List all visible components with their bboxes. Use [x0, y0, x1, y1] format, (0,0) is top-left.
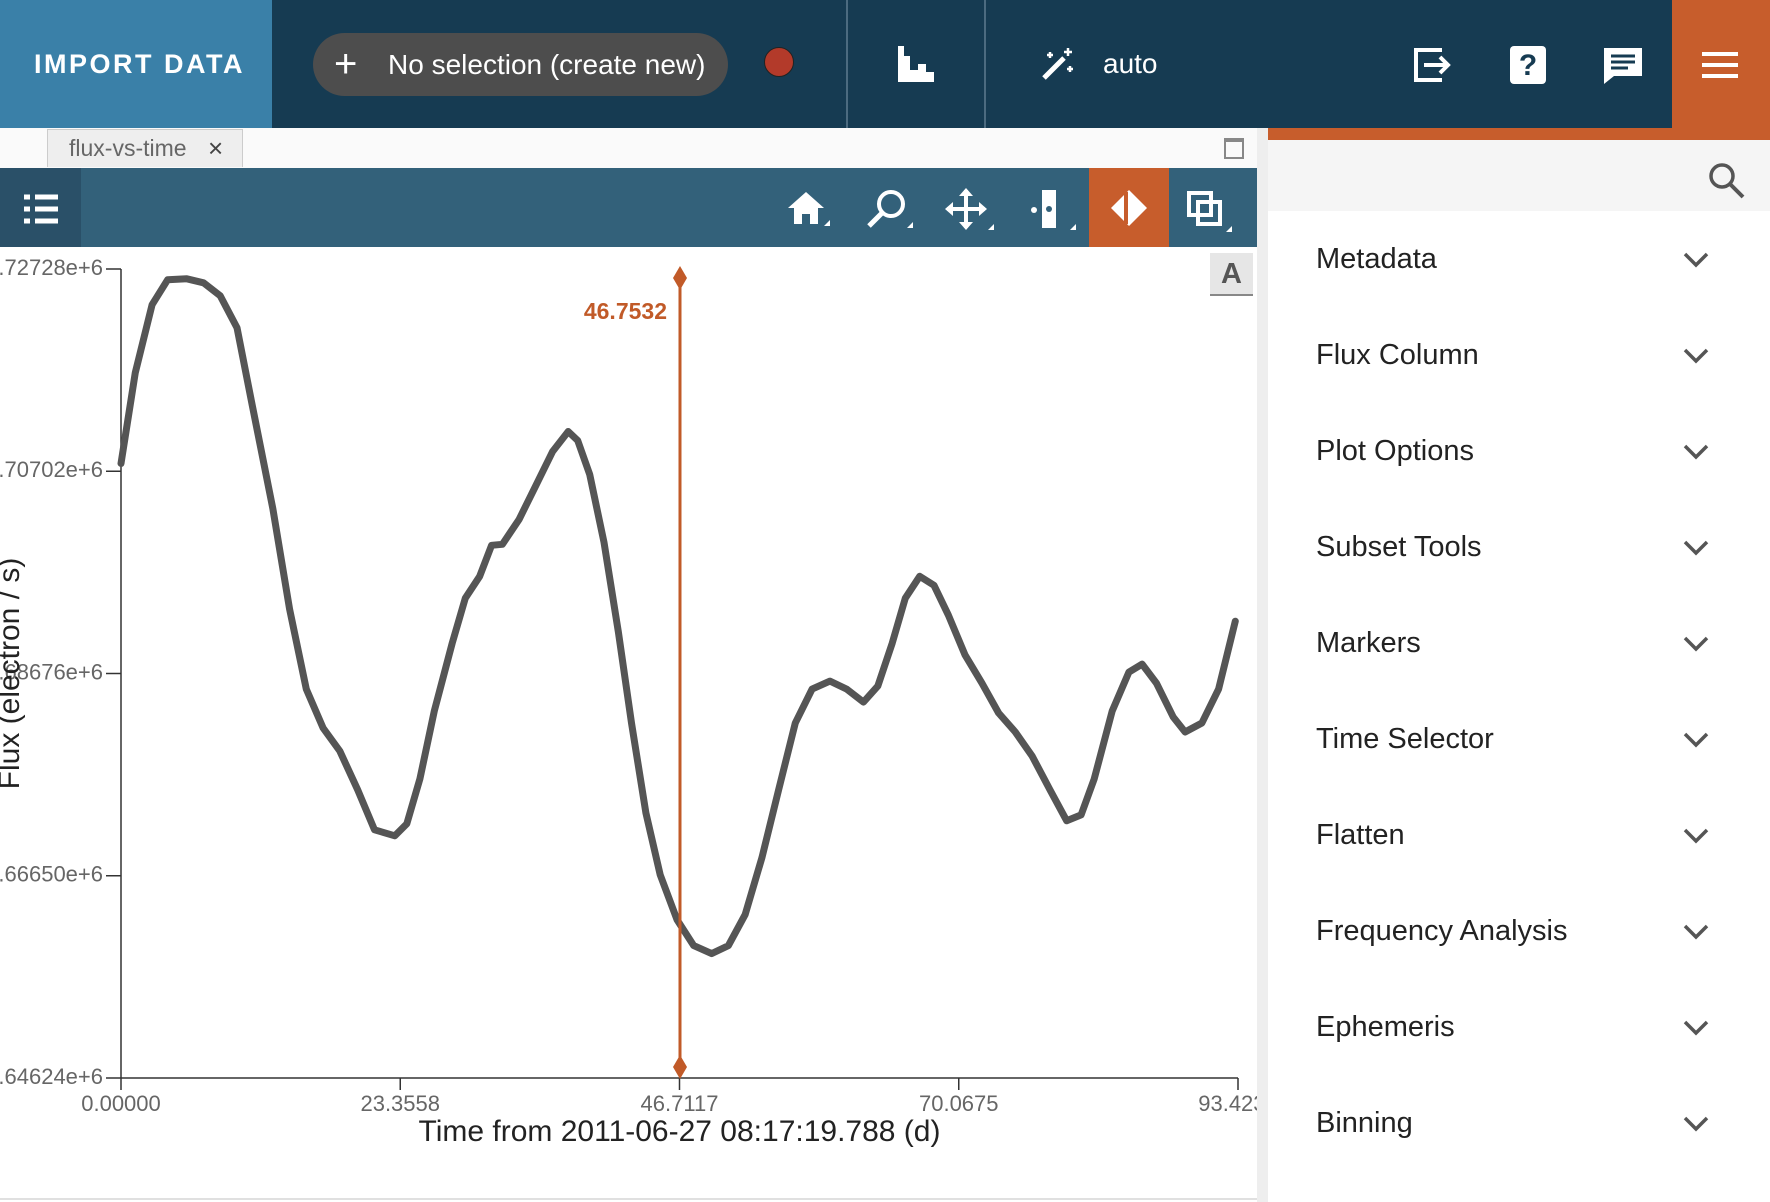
- tab-label: flux-vs-time: [69, 135, 187, 161]
- feedback-icon[interactable]: [1602, 46, 1644, 86]
- x-tick-label: 0.00000: [81, 1091, 161, 1116]
- svg-text:?: ?: [1519, 49, 1537, 82]
- separator: [984, 0, 986, 128]
- light-curve: [117, 275, 1239, 958]
- plugin-item[interactable]: Frequency Analysis: [1268, 883, 1770, 979]
- chevron: [1683, 1020, 1709, 1036]
- zoom-icon[interactable]: [865, 188, 913, 232]
- plugin-title: Ephemeris: [1316, 1011, 1455, 1043]
- separator: [846, 0, 848, 128]
- top-bar: [0, 0, 1770, 128]
- marker-handle: [672, 1055, 687, 1079]
- mode-label: auto: [1103, 48, 1158, 79]
- plugin-title: Markers: [1316, 627, 1421, 659]
- plugin-item[interactable]: Subset Tools: [1268, 499, 1770, 595]
- list-icon: [24, 194, 58, 224]
- tab[interactable]: [47, 129, 243, 167]
- plugin-item[interactable]: Flatten: [1268, 787, 1770, 883]
- y-tick-label: 1.70702e+6: [0, 457, 103, 482]
- menu-icon: [1702, 52, 1738, 78]
- chevron: [1683, 444, 1709, 460]
- chevron: [1683, 348, 1709, 364]
- x-axis-label: Time from 2011-06-27 08:17:19.788 (d): [419, 1115, 941, 1148]
- x-tick-label: 46.7117: [641, 1091, 719, 1116]
- plugin-item[interactable]: Flux Column: [1268, 307, 1770, 403]
- plugin-title: Plot Options: [1316, 435, 1474, 467]
- record-dot[interactable]: [764, 47, 794, 77]
- time-select-icon: [1111, 190, 1147, 226]
- y-tick-label: 1.68676e+6: [0, 659, 103, 684]
- viewer-icon[interactable]: [1186, 190, 1232, 234]
- plot: 1.64624e+6 1.66650e+6 1.68676e+6 1.70702e+6…: [0, 255, 1257, 1148]
- marker-label: 46.7532: [584, 298, 667, 324]
- chevron: [1683, 1116, 1709, 1132]
- search-icon: [1709, 163, 1745, 199]
- plugin-list: Metadata Flux Column Plot Options Subset To…: [1268, 211, 1770, 1202]
- plugin-item[interactable]: Markers: [1268, 595, 1770, 691]
- x-tick-label: 93.4233: [1198, 1091, 1257, 1116]
- y-tick-label: 1.66650e+6: [0, 862, 103, 887]
- chevron: [1683, 732, 1709, 748]
- chevron: [1683, 252, 1709, 268]
- export-icon[interactable]: [1412, 44, 1454, 86]
- x-tick-label: 70.0675: [919, 1091, 999, 1116]
- plugin-item[interactable]: Binning: [1268, 1075, 1770, 1171]
- divider: [1257, 128, 1268, 1202]
- y-tick-label: 1.64624e+6: [0, 1064, 103, 1089]
- plugin-title: Flux Column: [1316, 339, 1479, 371]
- marker-handle: [672, 266, 687, 290]
- histogram-icon[interactable]: [896, 44, 936, 84]
- plus-icon: +: [334, 42, 358, 86]
- x-tick-label: 23.3558: [360, 1091, 440, 1116]
- plugin-title: Time Selector: [1316, 723, 1494, 755]
- plugin-title: Binning: [1316, 1107, 1413, 1139]
- plugin-title: Metadata: [1316, 243, 1437, 275]
- y-axis-label: Flux (electron / s): [0, 558, 26, 790]
- select-icon[interactable]: [1026, 188, 1076, 232]
- pan-icon[interactable]: [944, 188, 994, 232]
- plugin-title: Frequency Analysis: [1316, 915, 1568, 947]
- sidebar-accent: [1268, 128, 1770, 140]
- chevron: [1683, 924, 1709, 940]
- tab-close[interactable]: ×: [208, 133, 224, 163]
- subset-label: No selection (create new): [388, 49, 706, 80]
- plugin-item[interactable]: Ephemeris: [1268, 979, 1770, 1075]
- bottom-border: [0, 1198, 1257, 1200]
- chevron: [1683, 540, 1709, 556]
- plugin-item[interactable]: Time Selector: [1268, 691, 1770, 787]
- help-icon[interactable]: ?: [1508, 44, 1548, 86]
- plugin-title: Flatten: [1316, 819, 1405, 851]
- chevron: [1683, 636, 1709, 652]
- home-icon[interactable]: [784, 188, 830, 230]
- maximize-icon[interactable]: [1224, 138, 1244, 159]
- autoscale-button[interactable]: A: [1210, 253, 1253, 296]
- chevron: [1683, 828, 1709, 844]
- search-bar[interactable]: [1268, 140, 1770, 211]
- y-tick-label: 1.72728e+6: [0, 255, 103, 280]
- wand-icon[interactable]: [1038, 44, 1078, 84]
- import-button[interactable]: IMPORT DATA: [0, 0, 272, 128]
- plugin-item[interactable]: Metadata: [1268, 211, 1770, 307]
- subset-select[interactable]: [313, 33, 728, 96]
- plugin-title: Subset Tools: [1316, 531, 1482, 563]
- plugin-item[interactable]: Plot Options: [1268, 403, 1770, 499]
